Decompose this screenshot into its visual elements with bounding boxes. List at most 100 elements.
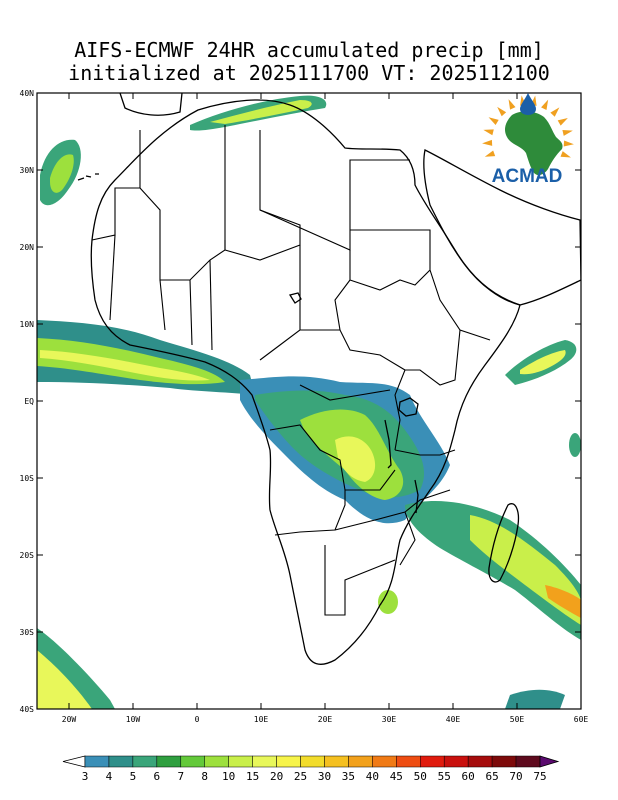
logo-ray: [508, 99, 516, 110]
precip-mediterranean-core: [210, 100, 312, 124]
iberia-coastline: [119, 93, 183, 116]
colorbar-under-triangle: [62, 755, 86, 768]
logo-water-drop-icon: [520, 93, 536, 115]
colorbar-over-triangle: [539, 755, 560, 768]
colorbar-label: 70: [509, 770, 522, 783]
lake-chad: [288, 292, 302, 304]
logo-ray: [563, 140, 574, 147]
precip-cell-east-africa: [569, 433, 581, 457]
lat-tick-label: 20S: [20, 551, 35, 560]
lon-tick-label: 10W: [126, 715, 141, 724]
logo-sun-rays: [482, 95, 574, 158]
precip-cell-south-africa: [378, 590, 398, 614]
lon-tick-label: 0: [195, 715, 200, 724]
colorbar-label: 75: [533, 770, 546, 783]
colorbar-label: 45: [390, 770, 403, 783]
colorbar-label: 65: [485, 770, 498, 783]
colorbar-swatch: [372, 755, 397, 768]
lon-tick-label: 60E: [574, 715, 589, 724]
precip-southwest-indian-band: [405, 500, 581, 640]
precip-central-africa-peak: [335, 436, 376, 482]
colorbar-label: 60: [462, 770, 475, 783]
lon-tick-label: 20W: [62, 715, 77, 724]
lat-tick-label: 40S: [20, 705, 35, 714]
colorbar-swatch: [276, 755, 301, 768]
lat-tick-label: 30S: [20, 628, 35, 637]
colorbar: 3 4 5 6 7 8 10 15 20 25 30 35 40 45 50 55 60 65 70 75: [62, 755, 560, 783]
colorbar-swatch: [252, 755, 277, 768]
colorbar-swatch: [491, 755, 517, 768]
lon-tick-label: 40E: [446, 715, 461, 724]
colorbar-swatch: [204, 755, 229, 768]
precip-field: [37, 95, 581, 709]
colorbar-label: 55: [438, 770, 451, 783]
colorbar-label: 30: [318, 770, 331, 783]
lat-tick-label: EQ: [24, 397, 34, 406]
colorbar-label: 10: [222, 770, 235, 783]
colorbar-swatch: [156, 755, 182, 768]
country-borders: [91, 125, 491, 616]
colorbar-label: 20: [270, 770, 283, 783]
colorbar-label: 3: [82, 770, 89, 783]
colorbar-label: 8: [201, 770, 208, 783]
precip-indian-ocean-blob-core: [520, 350, 566, 375]
colorbar-swatch: [324, 755, 349, 768]
logo-ray: [562, 129, 573, 136]
colorbar-label: 6: [154, 770, 161, 783]
colorbar-swatch: [180, 755, 205, 768]
precip-southeast-corner: [505, 689, 565, 709]
lake-malawi: [414, 479, 419, 514]
logo-ray: [541, 99, 549, 110]
precip-atlantic-itcz-inner: [40, 350, 210, 381]
lon-tick-label: 20E: [318, 715, 333, 724]
lon-tick-label: 50E: [510, 715, 525, 724]
madagascar-coastline: [488, 503, 520, 583]
colorbar-swatch: [348, 755, 373, 768]
lat-tick-label: 40N: [20, 89, 35, 98]
lat-tick-label: 10S: [20, 474, 35, 483]
canary-islands: [77, 173, 99, 181]
precip-southwest-atlantic-core: [37, 650, 92, 709]
logo-africa-shape: [505, 111, 563, 176]
arabia-coastline: [423, 149, 581, 306]
africa-coastline: [90, 99, 521, 665]
logo-ray: [560, 151, 571, 158]
colorbar-swatch: [228, 755, 253, 768]
colorbar-label: 7: [177, 770, 184, 783]
colorbar-label: 35: [342, 770, 355, 783]
precip-southwest-indian-peak: [545, 585, 581, 618]
logo-ray: [557, 118, 568, 126]
colorbar-label: 25: [294, 770, 307, 783]
lake-victoria: [398, 397, 419, 417]
lon-tick-label: 10E: [254, 715, 269, 724]
logo-ray: [484, 150, 496, 157]
colorbar-label: 50: [414, 770, 427, 783]
colorbar-swatch: [443, 755, 469, 768]
colorbar-swatch: [515, 755, 541, 768]
colorbar-swatch: [300, 755, 325, 768]
logo-ray: [550, 107, 560, 117]
colorbar-swatch: [84, 755, 110, 768]
logo-text: ACMAD: [492, 166, 563, 187]
colorbar-label: 40: [366, 770, 379, 783]
map-title-line2: initialized at 2025111700 VT: 2025112100: [68, 61, 550, 85]
colorbar-swatch: [396, 755, 421, 768]
colorbar-label: 4: [106, 770, 113, 783]
lake-tanganyika: [384, 419, 392, 469]
precip-north-atlantic-blob-core: [50, 154, 74, 193]
lat-tick-label: 20N: [20, 243, 35, 252]
map-outlines: [77, 93, 581, 665]
lat-tick-label: 10N: [20, 320, 35, 329]
colorbar-swatch: [420, 755, 445, 768]
lat-tick-label: 30N: [20, 166, 35, 175]
axis-ticks: 40N 30N 20N 10N EQ 10S 20S 30S 40S 20W 10W 0 10E 20E 3…: [20, 89, 589, 724]
acmad-logo: ACMAD: [482, 93, 574, 187]
colorbar-swatch: [467, 755, 493, 768]
colorbar-label: 5: [130, 770, 137, 783]
lon-tick-label: 30E: [382, 715, 397, 724]
map-title-line1: AIFS-ECMWF 24HR accumulated precip [mm]: [74, 38, 544, 62]
colorbar-label: 15: [246, 770, 259, 783]
logo-ray: [482, 139, 493, 146]
colorbar-swatch: [132, 755, 158, 768]
